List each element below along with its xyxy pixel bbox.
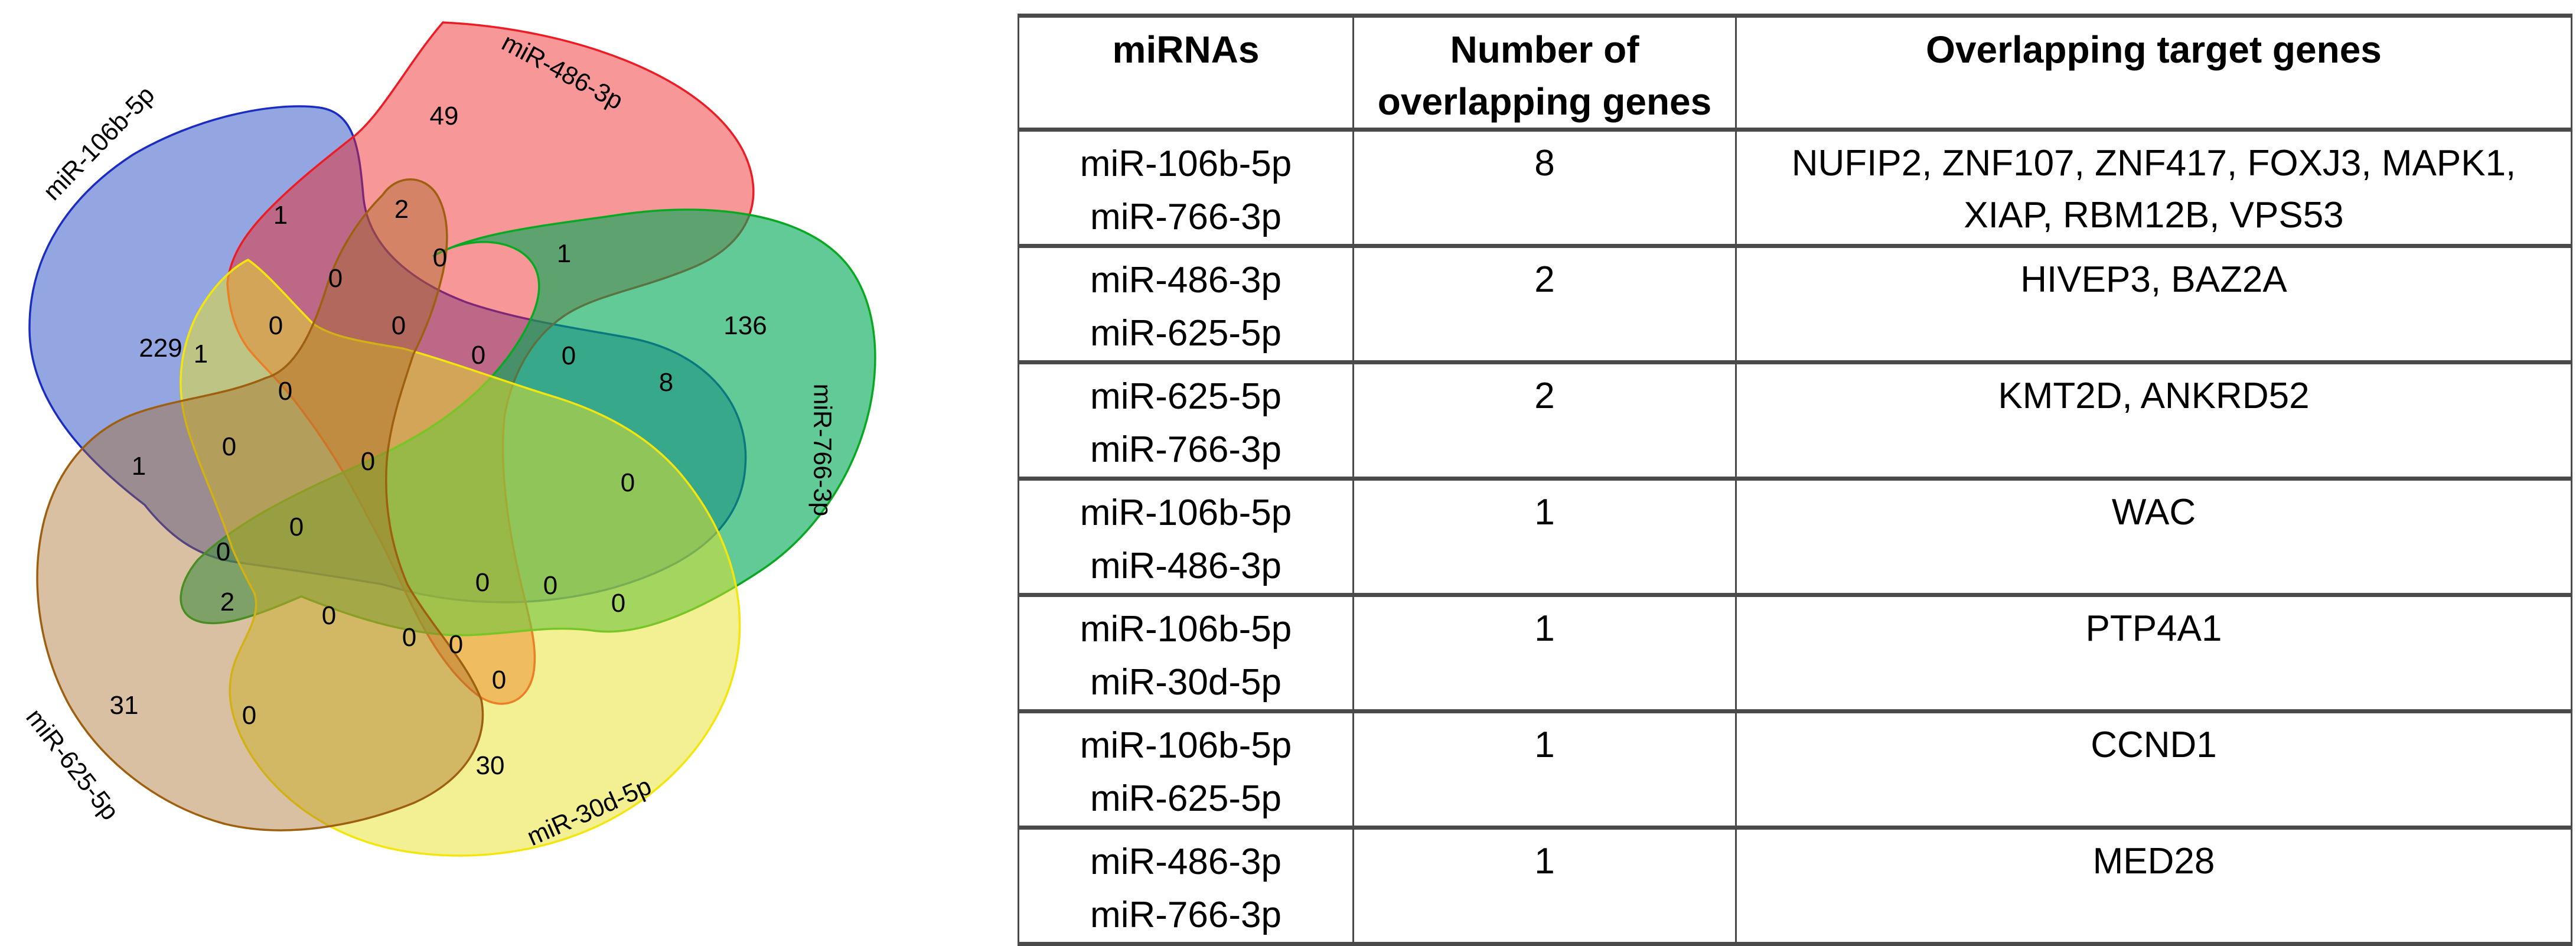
region-count-label: 0 bbox=[611, 589, 626, 618]
region-count-label: 0 bbox=[289, 513, 304, 541]
mirna-name: miR-106b-5p bbox=[1080, 143, 1292, 184]
region-count-label: 8 bbox=[658, 368, 674, 397]
target-genes-cell: WAC bbox=[1735, 477, 2572, 597]
header-mirnas: miRNAs bbox=[1018, 14, 1354, 132]
mirna-pair-cell: miR-106b-5p miR-625-5p bbox=[1018, 709, 1354, 830]
venn-svg bbox=[28, 21, 876, 857]
region-count-label: 1 bbox=[556, 239, 572, 268]
mirna-name: miR-106b-5p bbox=[1080, 492, 1292, 533]
region-count-label: 31 bbox=[109, 691, 139, 720]
overlap-count-cell: 1 bbox=[1352, 709, 1737, 830]
region-count-label: 0 bbox=[216, 537, 231, 566]
mirna-pair-cell: miR-486-3p miR-766-3p bbox=[1018, 826, 1354, 946]
table-row: miR-106b-5p miR-766-3p 8 NUFIP2, ZNF107, ZN… bbox=[1018, 128, 2572, 248]
region-count-label: 0 bbox=[402, 623, 417, 652]
overlap-count-cell: 1 bbox=[1352, 477, 1737, 597]
mirna-name: miR-486-3p bbox=[1090, 546, 1282, 586]
region-count-label: 2 bbox=[394, 195, 409, 224]
region-count-label: 0 bbox=[561, 341, 576, 370]
table-header-row: miRNAs Number of overlapping genes Overl… bbox=[1018, 14, 2572, 132]
region-count-label: 136 bbox=[723, 311, 767, 340]
venn-diagram: 229 49 136 31 30 1 2 1 8 1 1 2 0 0 0 0 0 0 0 0 0 0 0 0 0 0 0 0 0 0 0 0 … bbox=[0, 0, 957, 886]
mirna-name: miR-766-3p bbox=[1090, 197, 1282, 237]
region-count-label: 0 bbox=[620, 468, 635, 497]
mirna-name: miR-625-5p bbox=[1090, 778, 1282, 819]
region-count-label: 49 bbox=[429, 102, 459, 131]
table-row: miR-106b-5p miR-30d-5p 1 PTP4A1 bbox=[1018, 593, 2572, 713]
overlap-count-cell: 2 bbox=[1352, 360, 1737, 481]
header-overlapping-target-genes: Overlapping target genes bbox=[1735, 14, 2572, 132]
mirna-name: miR-486-3p bbox=[1090, 841, 1282, 882]
mirna-name: miR-30d-5p bbox=[1090, 662, 1282, 703]
target-genes-cell: MED28 bbox=[1735, 826, 2572, 946]
region-count-label: 0 bbox=[268, 311, 283, 340]
target-genes-cell: NUFIP2, ZNF107, ZNF417, FOXJ3, MAPK1, XI… bbox=[1735, 128, 2572, 248]
overlap-count-cell: 8 bbox=[1352, 128, 1737, 248]
mirna-name: miR-106b-5p bbox=[1080, 609, 1292, 650]
mirna-pair-cell: miR-106b-5p miR-766-3p bbox=[1018, 128, 1354, 248]
region-count-label: 0 bbox=[448, 630, 464, 659]
table-row: miR-486-3p miR-625-5p 2 HIVEP3, BAZ2A bbox=[1018, 244, 2572, 364]
target-genes-cell: KMT2D, ANKRD52 bbox=[1735, 360, 2572, 481]
target-genes-cell: CCND1 bbox=[1735, 709, 2572, 830]
mirna-pair-cell: miR-625-5p miR-766-3p bbox=[1018, 360, 1354, 481]
overlap-count-cell: 2 bbox=[1352, 244, 1737, 364]
region-count-label: 0 bbox=[543, 571, 558, 600]
mirna-name: miR-625-5p bbox=[1090, 313, 1282, 354]
set-blob-miR-625-5p bbox=[36, 178, 484, 831]
mirna-name: miR-106b-5p bbox=[1080, 725, 1292, 766]
region-count-label: 0 bbox=[391, 311, 406, 340]
mirna-pair-cell: miR-106b-5p miR-486-3p bbox=[1018, 477, 1354, 597]
set-label-miR-766-3p: miR-766-3p bbox=[808, 383, 837, 517]
table-row: miR-106b-5p miR-625-5p 1 CCND1 bbox=[1018, 709, 2572, 830]
region-count-label: 0 bbox=[360, 447, 376, 476]
mirna-pair-cell: miR-486-3p miR-625-5p bbox=[1018, 244, 1354, 364]
overlap-results-table: miRNAs Number of overlapping genes Overl… bbox=[1018, 14, 2572, 946]
region-count-label: 0 bbox=[432, 243, 448, 272]
mirna-name: miR-486-3p bbox=[1090, 260, 1282, 301]
overlap-count-cell: 1 bbox=[1352, 593, 1737, 713]
region-count-label: 0 bbox=[475, 568, 490, 597]
region-count-label: 0 bbox=[471, 341, 486, 370]
table-row: miR-106b-5p miR-486-3p 1 WAC bbox=[1018, 477, 2572, 597]
mirna-name: miR-625-5p bbox=[1090, 376, 1282, 417]
region-count-label: 0 bbox=[491, 666, 507, 694]
table-row: miR-625-5p miR-766-3p 2 KMT2D, ANKRD52 bbox=[1018, 360, 2572, 481]
region-count-label: 0 bbox=[221, 432, 237, 461]
region-count-label: 229 bbox=[139, 334, 182, 363]
region-count-label: 0 bbox=[321, 601, 337, 630]
region-count-label: 0 bbox=[278, 377, 293, 406]
region-count-label: 30 bbox=[475, 751, 505, 780]
set-blob-miR-30d-5p bbox=[180, 258, 741, 857]
region-count-label: 0 bbox=[328, 264, 343, 293]
region-count-label: 1 bbox=[193, 340, 208, 368]
region-count-label: 1 bbox=[273, 201, 288, 230]
region-count-label: 2 bbox=[220, 588, 235, 616]
overlap-count-cell: 1 bbox=[1352, 826, 1737, 946]
target-genes-cell: PTP4A1 bbox=[1735, 593, 2572, 713]
mirna-pair-cell: miR-106b-5p miR-30d-5p bbox=[1018, 593, 1354, 713]
region-count-label: 1 bbox=[131, 452, 146, 481]
header-number-of-overlapping-genes: Number of overlapping genes bbox=[1352, 14, 1737, 132]
mirna-name: miR-766-3p bbox=[1090, 895, 1282, 935]
region-count-label: 0 bbox=[242, 701, 257, 730]
mirna-name: miR-766-3p bbox=[1090, 429, 1282, 470]
table-row: miR-486-3p miR-766-3p 1 MED28 bbox=[1018, 826, 2572, 946]
target-genes-cell: HIVEP3, BAZ2A bbox=[1735, 244, 2572, 364]
